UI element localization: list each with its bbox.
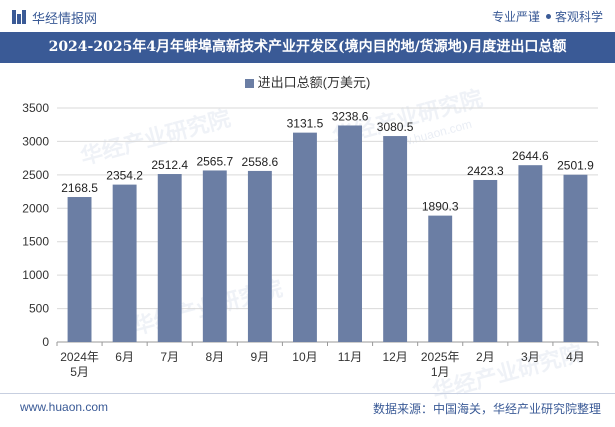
data-label: 2168.5 <box>61 181 98 195</box>
bar <box>473 179 498 342</box>
brand-name: 华经情报网 <box>32 11 98 26</box>
bar <box>383 136 408 342</box>
x-tick-label: 2月 <box>476 350 495 364</box>
top-bar: 华经情报网 专业严谨 客观科学 <box>0 0 615 32</box>
x-tick-label: 7月 <box>160 350 179 364</box>
data-label: 2558.6 <box>242 155 279 169</box>
footer-source: 数据来源：中国海关，华经产业研究院整理 <box>372 402 601 416</box>
dot-separator-icon <box>545 14 551 20</box>
bar <box>157 174 182 342</box>
data-label: 3080.5 <box>377 120 414 134</box>
x-tick-label: 8月 <box>205 350 224 364</box>
bar <box>247 170 272 342</box>
data-label: 2565.7 <box>196 154 233 168</box>
x-tick-label: 10月 <box>292 350 317 364</box>
data-label: 2644.6 <box>512 149 549 163</box>
data-label: 2512.4 <box>151 158 188 172</box>
x-tick-label: 6月 <box>115 350 134 364</box>
chart-title: 2024-2025年4月年蚌埠高新技术产业开发区(境内目的地/货源地)月度进出口… <box>48 39 567 55</box>
data-label: 1890.3 <box>422 200 459 214</box>
data-label: 2501.9 <box>557 159 594 173</box>
y-tick-label: 3500 <box>22 101 49 115</box>
y-tick-label: 500 <box>29 302 49 316</box>
bar <box>518 165 543 342</box>
x-tick-label: 2024年 5月 <box>60 350 99 379</box>
bar <box>293 132 317 342</box>
data-label: 2354.2 <box>106 169 143 183</box>
bar <box>428 215 453 342</box>
data-label: 3238.6 <box>332 109 369 123</box>
y-tick-label: 2500 <box>22 168 49 182</box>
data-label: 3131.5 <box>287 117 324 131</box>
x-tick-label: 9月 <box>251 350 270 364</box>
x-tick-label: 12月 <box>382 350 407 364</box>
y-tick-label: 1500 <box>22 235 49 249</box>
slogan-right: 客观科学 <box>554 10 603 24</box>
legend: 进出口总额(万美元) <box>0 72 615 91</box>
y-tick-label: 0 <box>42 335 49 349</box>
bar <box>202 170 227 342</box>
x-tick-label: 11月 <box>338 350 362 364</box>
y-tick-label: 3000 <box>22 134 49 148</box>
brand-logo-icon <box>12 10 26 24</box>
y-tick-label: 1000 <box>22 268 49 282</box>
y-tick-label: 2000 <box>22 201 49 215</box>
x-tick-label: 3月 <box>521 350 540 364</box>
bar <box>67 197 92 342</box>
bar <box>563 174 588 342</box>
data-label: 2423.3 <box>467 164 504 178</box>
slogan: 专业严谨 客观科学 <box>492 8 603 25</box>
bar <box>112 184 137 342</box>
slogan-left: 专业严谨 <box>491 10 540 24</box>
bar <box>338 125 362 342</box>
legend-swatch <box>244 79 254 89</box>
x-tick-label: 2025年 1月 <box>421 350 460 379</box>
footer-website: www.huaon.com <box>20 400 109 414</box>
footer-divider <box>0 393 615 394</box>
x-tick-label: 4月 <box>566 350 585 364</box>
legend-label: 进出口总额(万美元) <box>257 75 371 90</box>
title-bar: 2024-2025年4月年蚌埠高新技术产业开发区(境内目的地/货源地)月度进出口… <box>0 32 615 63</box>
